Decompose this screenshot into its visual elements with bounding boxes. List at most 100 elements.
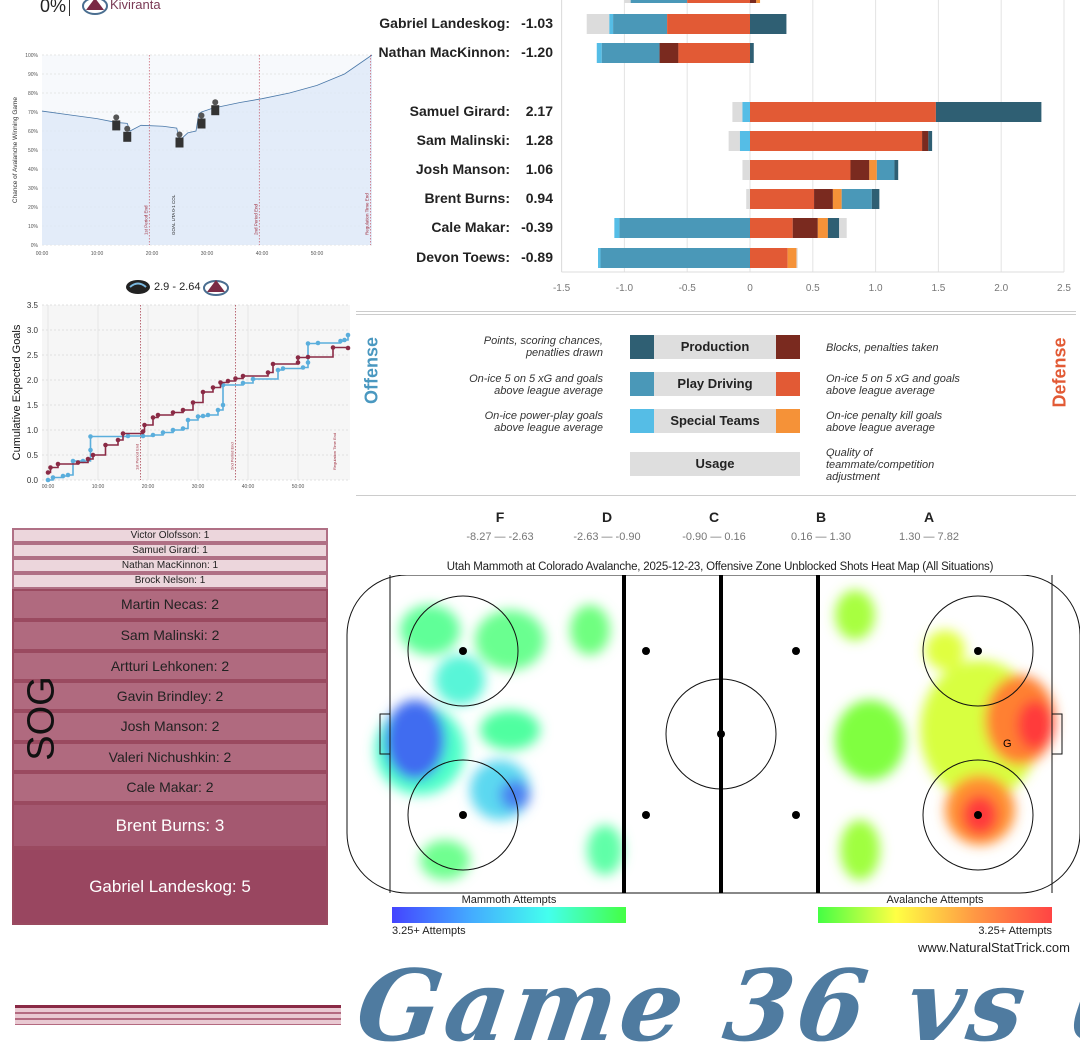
bar-segment-usage [796,248,798,268]
data-point-uta [345,332,351,338]
y-tick-label: 40% [28,167,39,173]
data-point-col [155,412,161,418]
heatmap-title: Utah Mammoth at Colorado Avalanche, 2025… [446,561,994,573]
player-name: Kiviranta [110,0,161,12]
sog-row: Artturi Lehkonen: 2 [12,651,328,681]
game-title: Game 36 vs UTA [349,949,1080,1064]
data-point-col [295,355,301,360]
legend-production-offense-desc: Points, scoring chances, penatlies drawn [483,335,603,359]
data-point-col [265,370,271,375]
bar-segment-play-def [750,218,793,238]
data-point-uta [305,341,311,346]
data-point-col [270,361,276,367]
data-point-col [55,461,61,467]
player-score: 1.06 [525,161,553,177]
bar-segment-play-def [750,131,923,151]
defense-label: Defense [1049,337,1070,408]
y-tick-label: 0.5 [27,451,39,460]
referee-icon [175,131,184,148]
grade-letter: D [601,509,613,525]
sog-row: Victor Olofsson: 1 [12,528,328,543]
data-point-uta [300,365,306,370]
data-point-col [103,442,108,448]
bar-segment-usage [732,102,743,122]
avalanche-scale-label: 3.25+ Attempts [978,925,1052,937]
sog-row: Nathan MacKinnon: 1 [12,558,328,573]
data-point-uta [250,376,256,382]
bar-segment-prod-def [659,43,679,63]
sog-row: Josh Manson: 2 [12,711,328,742]
data-point-col [48,465,53,470]
data-point-uta [215,407,221,413]
y-tick-label: 80% [28,91,39,97]
x-tick-label: -1.5 [553,283,571,294]
avalanche-legend-label: Avalanche Attempts [886,894,984,906]
x-tick-label: 40:00 [256,251,269,257]
bar-segment-pk [832,189,842,209]
legend-production-defense-desc: Blocks, penalties taken [826,342,939,354]
data-point-col [140,429,146,434]
player-name: Samuel Girard: [409,103,510,119]
data-point-uta [205,412,211,418]
bar-segment-prod-off [871,189,880,209]
bar-segment-prod-off [750,43,754,63]
data-point-uta [200,413,206,419]
bar-segment-usage [746,189,750,209]
referee-body [175,137,184,148]
data-point-uta [160,430,166,435]
grade-range: -8.27 — -2.63 [466,531,534,543]
data-point-col [345,345,351,351]
goal-marker: G [1003,738,1012,750]
bar-segment-play-def [750,189,815,209]
bar-segment-usage [586,14,610,34]
win-probability-chart: 0% 10% 20% 30% 40% 50% 60% 70% 80% 90% 100% 00:00 10… [12,53,373,257]
y-tick-label: 1.0 [27,426,39,435]
data-point-uta [342,337,347,343]
bar-segment-pk [787,248,797,268]
x-tick-label: 00:00 [42,484,55,490]
y-tick-label: 90% [28,72,39,78]
offense-label: Offense [361,336,382,405]
referee-head [124,125,131,132]
data-point-uta [315,340,321,346]
grade-range: 1.30 — 7.82 [899,531,959,543]
bar-segment-prod-def [792,218,818,238]
swatch-play-driving-defense [776,372,800,396]
cumulative-xg-chart: 0.0 0.5 1.0 1.5 2.0 2.5 3.0 3.5 00:00 10:00 20:00 3… [11,301,351,490]
bar-segment-usage [839,218,847,238]
data-point-col [170,410,176,415]
win-percentage: 0% [40,0,71,16]
data-point-uta [140,433,146,439]
x-tick-label: 40:00 [242,484,255,490]
annotation: GOAL UTA 0-1 COL [171,194,176,235]
bar-segment-usage [728,131,740,151]
bar-segment-pk [869,160,877,180]
x-tick-label: 0.5 [806,283,820,294]
bar-segment-pp [742,102,750,122]
y-tick-label: 50% [28,148,39,154]
bar-segment-play-def [678,43,750,63]
bar-segment-pp [598,248,601,268]
annotation: 2nd Period End [253,203,258,235]
bar-segment-play-def [667,14,750,34]
player-score: -1.03 [521,15,553,31]
referee-icon [211,99,220,116]
data-point-col [218,380,223,385]
y-tick-label: 100% [25,53,38,59]
x-tick-label: 1.5 [931,283,945,294]
y-axis-label: Chance of Avalanche Winning Game [12,97,19,203]
player-score: -0.89 [521,249,553,265]
legend-play-driving-offense-desc: On-ice 5 on 5 xG and goals above league … [469,373,603,397]
xg-score: 2.9 - 2.64 [154,281,201,293]
bar-segment-prod-def [750,0,757,3]
data-point-col [90,452,96,458]
sog-row: Martin Necas: 2 [12,589,328,620]
data-point-uta [60,473,66,479]
data-point-col [142,422,147,428]
data-point-col [233,376,238,381]
player-score: -1.20 [521,44,553,60]
data-point-col [240,373,246,379]
data-point-uta [150,432,156,438]
grade-range: -0.90 — 0.16 [682,531,746,543]
player-name: Brent Burns: [424,190,510,206]
